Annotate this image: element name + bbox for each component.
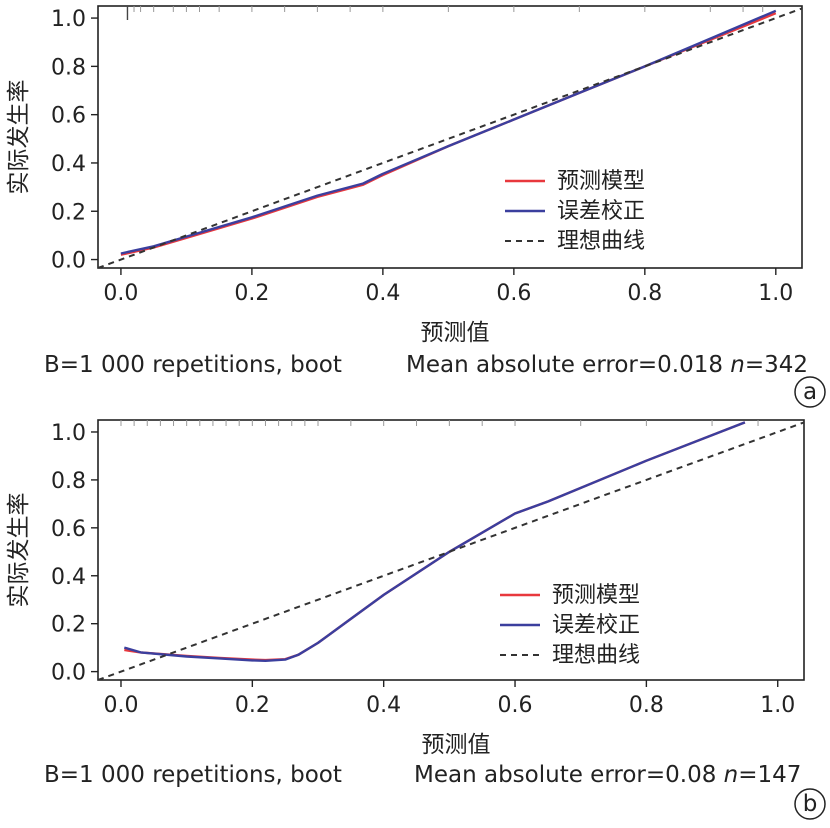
- x-tick-label: 0.2: [235, 693, 270, 718]
- footer-error-note: Mean absolute error=0.08 n=147: [414, 762, 801, 788]
- footer-n-value: =147: [738, 762, 801, 788]
- plot-frame: [97, 5, 803, 269]
- series-line-2: [98, 7, 802, 268]
- chart-panel-a: 0.0 0.2 0.4 0.6 0.8 1.0 0.0 0.2 0.4 0.6 0.8 1.0 预测值 实…: [6, 5, 826, 408]
- footer-bootstrap-note: B=1 000 repetitions, boot: [44, 352, 342, 378]
- y-tick-label: 1.0: [51, 421, 86, 446]
- legend-label: 误差校正: [552, 613, 640, 638]
- y-tick-label: 0.8: [51, 469, 86, 494]
- x-tick-label: 0.2: [234, 281, 269, 306]
- x-tick-label: 1.0: [758, 281, 793, 306]
- panel-label-circle: [794, 376, 826, 408]
- y-tick-label: 0.8: [51, 55, 86, 80]
- footer-bootstrap-note: B=1 000 repetitions, boot: [44, 762, 342, 788]
- legend-label: 误差校正: [557, 199, 645, 224]
- y-axis-label: 实际发生率: [6, 80, 32, 195]
- y-tick-label: 0.2: [51, 613, 86, 638]
- panel-label: a: [803, 379, 817, 405]
- y-tick-label: 0.4: [51, 152, 86, 177]
- footer-n-label: n: [730, 352, 745, 378]
- legend-label: 理想曲线: [552, 643, 640, 668]
- y-tick-label: 0.0: [51, 249, 86, 274]
- panel-label-circle: [794, 788, 826, 820]
- y-tick-label: 0.4: [51, 565, 86, 590]
- footer-error-note: Mean absolute error=0.018 n=342: [406, 352, 808, 378]
- footer-error-text: Mean absolute error=0.08: [414, 762, 724, 788]
- x-tick-label: 0.0: [103, 693, 138, 718]
- x-tick-label: 0.8: [629, 693, 664, 718]
- footer-n-label: n: [724, 762, 739, 788]
- x-axis-label: 预测值: [422, 732, 491, 758]
- y-tick-label: 0.2: [51, 200, 86, 225]
- x-tick-label: 0.6: [498, 693, 533, 718]
- series-line-1: [123, 421, 746, 662]
- series-line-1: [120, 9, 777, 255]
- footer-error-text: Mean absolute error=0.018: [406, 352, 730, 378]
- series-line-0: [120, 12, 777, 256]
- y-tick-label: 0.0: [51, 661, 86, 686]
- legend-label: 预测模型: [552, 583, 640, 608]
- x-tick-label: 1.0: [760, 693, 795, 718]
- panel-label: b: [803, 791, 818, 817]
- footer-n-value: =342: [745, 352, 808, 378]
- series-line-2: [98, 421, 804, 680]
- x-axis-label: 预测值: [421, 320, 490, 346]
- legend-label: 理想曲线: [557, 229, 645, 254]
- y-axis-label: 实际发生率: [6, 493, 32, 608]
- y-tick-label: 1.0: [51, 7, 86, 32]
- x-tick-label: 0.8: [627, 281, 662, 306]
- x-tick-label: 0.4: [365, 281, 400, 306]
- plot-frame: [97, 419, 805, 681]
- legend-label: 预测模型: [557, 169, 645, 194]
- y-tick-label: 0.6: [51, 517, 86, 542]
- x-tick-label: 0.6: [496, 281, 531, 306]
- x-tick-label: 0.0: [103, 281, 138, 306]
- chart-panel-b: 0.0 0.2 0.4 0.6 0.8 1.0 0.0 0.2 0.4 0.6 0.8 1.0 预测值 实…: [6, 419, 826, 820]
- x-tick-label: 0.4: [366, 693, 401, 718]
- y-tick-label: 0.6: [51, 104, 86, 129]
